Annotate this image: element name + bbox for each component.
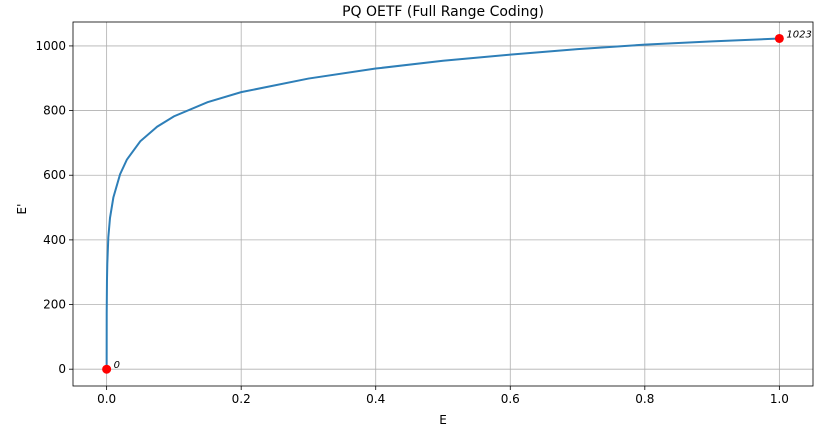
point-annotation: 1023 (786, 29, 811, 40)
y-axis-label: E' (15, 204, 29, 215)
x-tick-label: 0.0 (97, 392, 116, 406)
plot-frame (72, 21, 814, 387)
x-tick-label: 0.8 (635, 392, 654, 406)
x-axis-label: E (439, 413, 447, 427)
marked-points: 0 1023 (102, 29, 812, 374)
point-annotation: 0 (114, 360, 120, 371)
axis-ticks: 0.0 0.2 0.4 0.6 0.8 1.0 0 200 400 600 800 1000 (35, 39, 788, 406)
y-tick-label: 1000 (35, 39, 66, 53)
x-tick-label: 0.4 (366, 392, 385, 406)
y-tick-label: 0 (58, 362, 66, 376)
marked-point (102, 364, 112, 374)
x-tick-label: 0.2 (232, 392, 251, 406)
chart-title: PQ OETF (Full Range Coding) (342, 4, 544, 20)
y-tick-label: 400 (43, 233, 66, 247)
y-tick-label: 800 (43, 104, 66, 118)
y-tick-label: 200 (43, 298, 66, 312)
series-line (105, 37, 780, 370)
x-tick-label: 0.6 (501, 392, 520, 406)
grid-lines (73, 22, 813, 386)
series-layer (105, 37, 780, 370)
x-tick-label: 1.0 (770, 392, 789, 406)
marked-point (774, 33, 784, 43)
y-tick-label: 600 (43, 168, 66, 182)
